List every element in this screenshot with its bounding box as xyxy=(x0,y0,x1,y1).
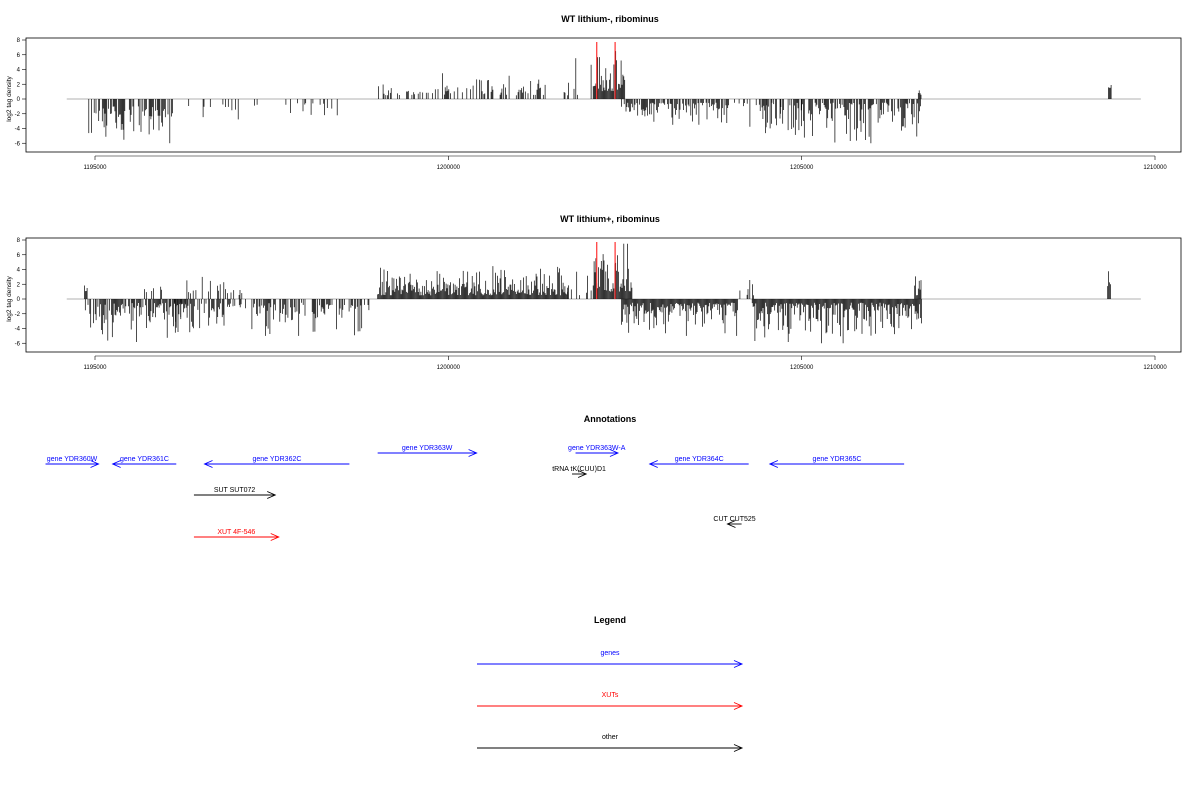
annotation-feature: gene YDR363W-A xyxy=(568,445,626,457)
annotation-arrowhead xyxy=(111,460,121,468)
y-tick-label: 4 xyxy=(17,268,21,274)
annotations-panel: Annotations gene YDR360W gene YDR361C gene… xyxy=(45,414,905,541)
y-tick-label: 0 xyxy=(17,297,21,303)
annotation-label: tRNA tK(CUU)D1 xyxy=(552,466,606,473)
annotation-label: SUT SUT072 xyxy=(214,487,256,494)
y-tick-label: -2 xyxy=(15,312,21,318)
annotation-feature: SUT SUT072 xyxy=(193,487,277,499)
x-tick-label: 1200000 xyxy=(437,365,461,371)
annotation-label: gene YDR364C xyxy=(675,456,724,463)
annotation-arrowhead xyxy=(733,744,744,752)
density-bars xyxy=(66,42,1141,144)
panel-title: WT lithium-, ribominus xyxy=(561,14,659,24)
legend-panel: Legend genes XUTs other xyxy=(477,615,744,752)
annotations-title: Annotations xyxy=(584,414,637,424)
annotation-arrowhead xyxy=(648,460,658,468)
annotation-feature: gene YDR362C xyxy=(203,456,350,468)
y-tick-label: 6 xyxy=(17,53,21,59)
annotation-label: XUT 4F-546 xyxy=(217,529,255,536)
x-tick-label: 1200000 xyxy=(437,165,461,171)
annotation-label: gene YDR361C xyxy=(120,456,169,463)
legend-entry: genes xyxy=(477,650,744,668)
annotation-label: gene YDR362C xyxy=(253,456,302,463)
y-tick-label: 4 xyxy=(17,68,21,74)
panel-title: WT lithium+, ribominus xyxy=(560,214,660,224)
y-tick-label: -4 xyxy=(15,327,21,333)
annotation-feature: CUT CUT525 xyxy=(713,516,756,528)
annotation-arrowhead xyxy=(726,520,736,528)
annotation-arrowhead xyxy=(768,460,779,468)
y-tick-label: 6 xyxy=(17,253,21,259)
annotation-arrowhead xyxy=(577,470,588,478)
annotation-label: gene YDR365C xyxy=(813,456,862,463)
y-tick-label: 8 xyxy=(17,238,21,244)
annotation-feature: gene YDR365C xyxy=(768,456,905,468)
panel-lithium-plus: WT lithium+, ribominus log2 tag density … xyxy=(6,214,1182,371)
annotation-feature: XUT 4F-546 xyxy=(193,529,280,541)
legend-label: other xyxy=(602,734,619,741)
legend-label: genes xyxy=(600,650,620,657)
x-tick-label: 1205000 xyxy=(790,165,814,171)
annotation-feature: gene YDR364C xyxy=(648,456,749,468)
y-tick-label: 2 xyxy=(17,82,21,88)
annotation-arrowhead xyxy=(270,533,280,541)
x-tick-label: 1205000 xyxy=(790,365,814,371)
x-tick-label: 1210000 xyxy=(1143,165,1167,171)
axes: -6 -4 -2 0 2 4 6 8 1195000 1200000 1205000 1210000 xyxy=(15,238,1168,371)
y-tick-label: 8 xyxy=(17,38,21,44)
y-tick-label: 2 xyxy=(17,282,21,288)
annotation-arrowhead xyxy=(468,449,478,457)
plot-frame xyxy=(25,37,1182,153)
y-tick-label: -6 xyxy=(15,141,21,147)
annotation-arrowhead xyxy=(733,702,744,710)
legend-label: XUTs xyxy=(602,692,619,699)
y-axis-label: log2 tag density xyxy=(6,275,13,321)
y-tick-label: -6 xyxy=(15,341,21,347)
annotation-arrows: gene YDR360W gene YDR361C gene YDR362C gene… xyxy=(45,445,905,541)
annotation-label: CUT CUT525 xyxy=(713,516,755,523)
annotation-arrowhead xyxy=(733,660,744,668)
x-tick-label: 1195000 xyxy=(84,365,108,371)
annotation-label: gene YDR360W xyxy=(47,456,98,463)
y-tick-label: 0 xyxy=(17,97,21,103)
legend-entry: other xyxy=(477,734,744,752)
annotation-label: gene YDR363W xyxy=(402,445,453,452)
legend-entry: XUTs xyxy=(477,692,744,710)
y-tick-label: -4 xyxy=(15,127,21,133)
legend-entries: genes XUTs other xyxy=(477,650,744,752)
annotation-label: gene YDR363W-A xyxy=(568,445,626,452)
annotation-feature: tRNA tK(CUU)D1 xyxy=(552,466,606,478)
annotation-arrowhead xyxy=(267,491,277,499)
annotation-feature: gene YDR361C xyxy=(111,456,177,468)
plot-frame xyxy=(25,237,1182,353)
x-tick-label: 1195000 xyxy=(84,165,108,171)
y-tick-label: -2 xyxy=(15,112,21,118)
legend-title: Legend xyxy=(594,615,626,625)
x-tick-label: 1210000 xyxy=(1143,365,1167,371)
annotation-arrowhead xyxy=(609,449,620,457)
annotation-arrowhead xyxy=(90,460,100,468)
y-axis-label: log2 tag density xyxy=(6,75,13,121)
annotation-feature: gene YDR360W xyxy=(45,456,100,468)
panel-lithium-minus: WT lithium-, ribominus log2 tag density … xyxy=(6,14,1182,171)
density-bars xyxy=(66,242,1141,344)
annotation-arrowhead xyxy=(203,460,213,468)
annotation-feature: gene YDR363W xyxy=(377,445,478,457)
axes: -6 -4 -2 0 2 4 6 8 1195000 1200000 1205000 1210000 xyxy=(15,38,1168,171)
